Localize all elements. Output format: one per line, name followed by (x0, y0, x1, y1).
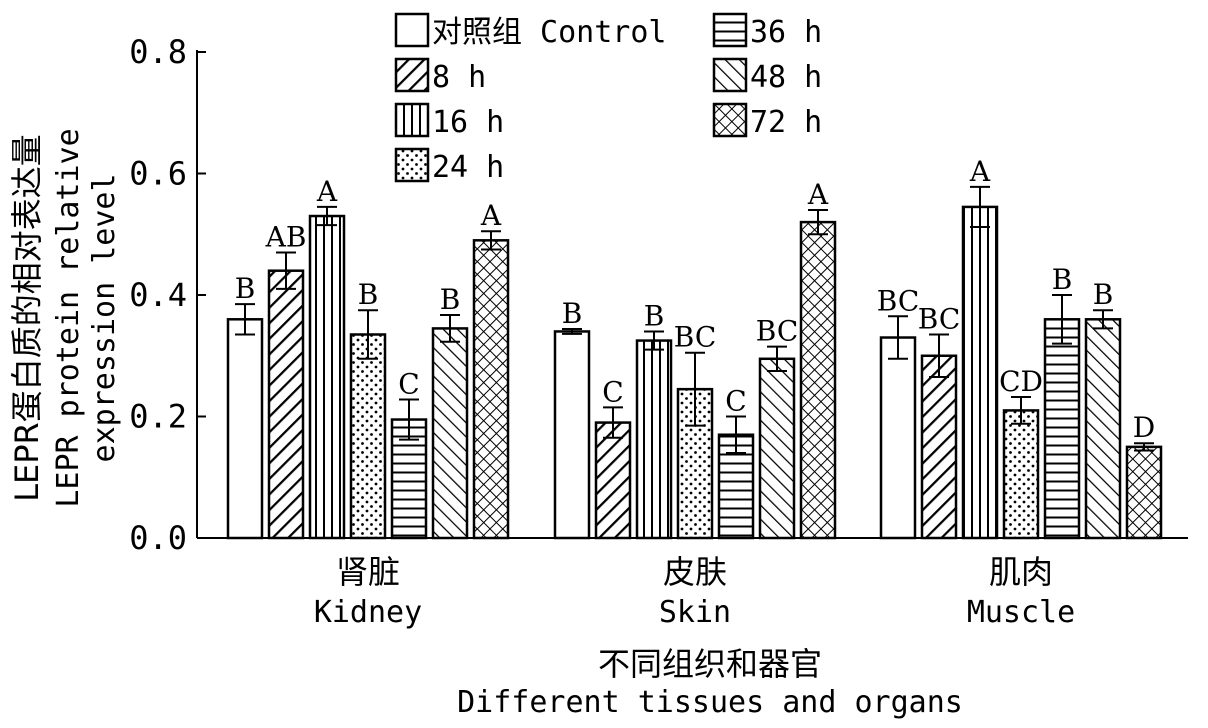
legend-swatch (394, 147, 430, 183)
bar (472, 239, 510, 540)
bars-layer (226, 185, 1163, 540)
significance-label: BC (877, 284, 920, 317)
bar (553, 330, 591, 540)
significance-label: B (562, 297, 583, 330)
x-axis-title: 不同组织和器官 (598, 645, 822, 683)
significance-label: C (398, 367, 419, 400)
legend-swatch (712, 12, 748, 48)
y-tick-label: 0.2 (129, 398, 187, 436)
legend-label: 16 h (432, 105, 504, 140)
significance-label: B (1093, 278, 1114, 311)
significance-label: A (969, 155, 991, 188)
y-tick-label: 0.4 (129, 276, 187, 314)
legend-swatch (394, 12, 430, 48)
significance-label: B (358, 278, 379, 311)
x-category-label: 皮肤 (663, 553, 727, 591)
x-category-label-en: Skin (659, 595, 731, 630)
legend-label: 72 h (750, 105, 822, 140)
significance-label: BC (674, 321, 717, 354)
y-axis-title-en-line2: expression level (87, 174, 122, 463)
x-category-label-en: Kidney (314, 595, 422, 630)
legend-label: 对照组 Control (432, 15, 667, 50)
legend-swatch (394, 57, 430, 93)
legend-swatch (394, 102, 430, 138)
bar (349, 333, 387, 540)
x-category-label: 肌肉 (989, 553, 1053, 591)
significance-label: AB (265, 220, 307, 253)
legend-label: 24 h (432, 150, 504, 185)
y-axis-title: LEPR蛋白质的相对表达量 (8, 134, 46, 502)
bar (635, 339, 673, 540)
significance-label: B (440, 283, 461, 316)
significance-label: A (316, 175, 338, 208)
significance-label: C (725, 385, 746, 418)
significance-label: CD (999, 365, 1043, 398)
x-category-label: 肾脏 (336, 553, 400, 591)
bar (308, 214, 346, 540)
bar (961, 205, 999, 540)
significance-label: B (1052, 263, 1073, 296)
bar (226, 318, 264, 540)
y-axis-title-en-line1: LEPR protein relative (51, 128, 86, 507)
bar (920, 354, 958, 540)
bar (431, 327, 469, 540)
bar (758, 357, 796, 540)
legend: 对照组 Control 8 h 16 h 24 h 36 h 48 h 72 h (394, 12, 822, 185)
significance-label: B (235, 272, 256, 305)
y-tick-label: 0.0 (129, 519, 187, 557)
bar (879, 336, 917, 540)
significance-label: BC (918, 302, 961, 335)
significance-label: B (644, 299, 665, 332)
significance-label: D (1133, 411, 1155, 444)
bar (1084, 318, 1122, 540)
legend-swatch (712, 102, 748, 138)
bar (799, 220, 837, 540)
significance-label: A (480, 199, 502, 232)
legend-label: 8 h (432, 60, 486, 95)
bar (1002, 409, 1040, 540)
y-tick-label: 0.6 (129, 155, 187, 193)
x-category-label-en: Muscle (967, 595, 1075, 630)
x-axis-title-en: Different tissues and organs (457, 685, 963, 720)
bar (1043, 318, 1081, 540)
significance-label: A (807, 178, 829, 211)
bar (594, 421, 632, 540)
significance-label: BC (756, 315, 799, 348)
legend-label: 48 h (750, 60, 822, 95)
bar (267, 269, 305, 540)
significance-label: C (602, 375, 623, 408)
legend-swatch (712, 57, 748, 93)
legend-label: 36 h (750, 15, 822, 50)
y-tick-label: 0.8 (129, 33, 187, 71)
bar (1125, 445, 1163, 540)
